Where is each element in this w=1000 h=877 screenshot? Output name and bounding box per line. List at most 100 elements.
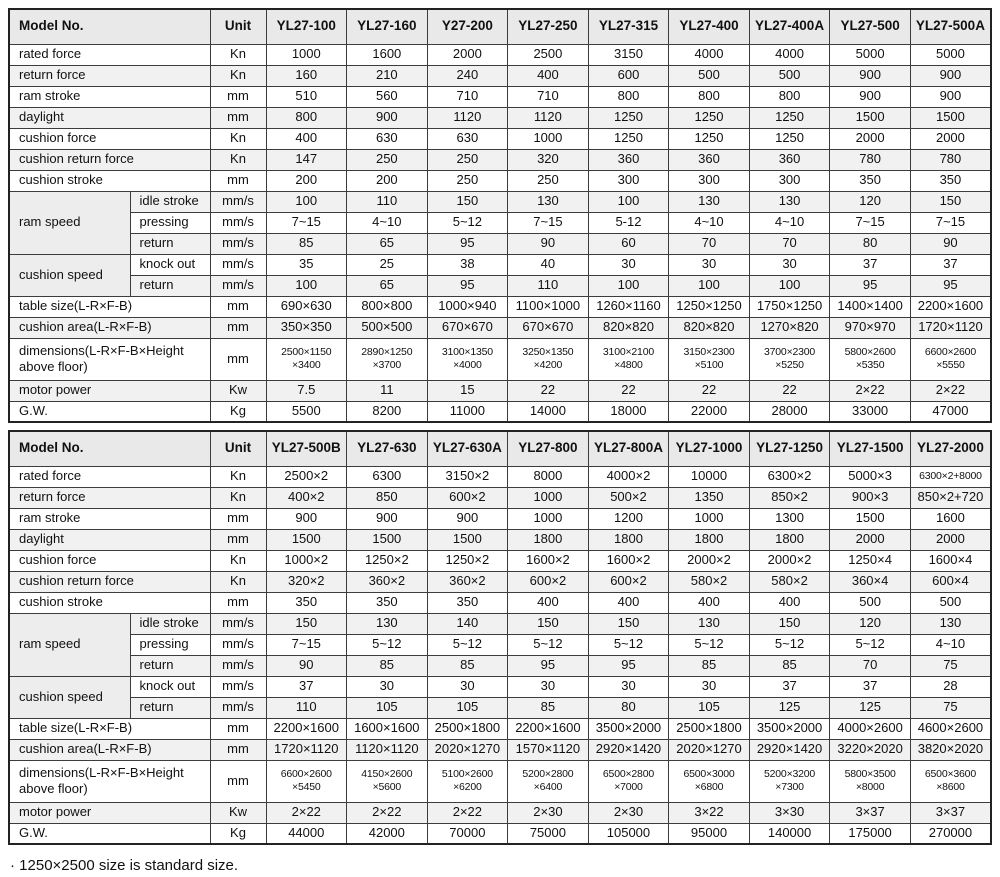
value-cell: 110 xyxy=(265,696,348,719)
value-cell: 3220×2020 xyxy=(829,738,911,761)
value-cell: 130 xyxy=(668,612,750,635)
value-cell: 2000×2 xyxy=(748,549,831,572)
unit-cell: Kn xyxy=(209,127,267,150)
value-cell: 360×2 xyxy=(346,570,428,593)
value-cell: 105 xyxy=(426,696,509,719)
row-label: cushion stroke xyxy=(8,169,211,192)
value-cell: 3500×2000 xyxy=(587,717,670,740)
table-row: return force Kn 400×2 850 600×2 1000 500×2 1350… xyxy=(8,486,992,509)
value-cell: 70 xyxy=(748,232,831,255)
value-cell: 6500×3000 ×6800 xyxy=(668,759,750,803)
spec-table-top-body: rated force Kn 1000 1600 2000 2500 3150 4000 400… xyxy=(8,43,992,423)
value-cell: 30 xyxy=(668,675,750,698)
row-label: rated force xyxy=(8,43,211,66)
value-cell: 2000 xyxy=(909,127,992,150)
value-cell: 4000 xyxy=(668,43,750,66)
column-header-model-no: YL27-400A xyxy=(748,8,831,45)
value-cell: 37 xyxy=(829,253,911,276)
value-cell: 150 xyxy=(426,190,509,213)
row-label: table size(L-R×F-B) xyxy=(8,295,211,318)
row-label: motor power xyxy=(8,379,211,402)
value-cell: 2200×1600 xyxy=(909,295,992,318)
table-row: cushion stroke mm 200 200 250 250 300 300 300 350… xyxy=(8,169,992,192)
value-cell: 35 xyxy=(265,253,348,276)
row-sub-label: knock out xyxy=(129,253,211,276)
value-cell: 2×22 xyxy=(909,379,992,402)
row-label: daylight xyxy=(8,528,211,551)
value-cell: 110 xyxy=(346,190,428,213)
value-cell: 1600×4 xyxy=(909,549,992,572)
value-cell: 850×2 xyxy=(748,486,831,509)
value-cell: 130 xyxy=(346,612,428,635)
table-row: rated force Kn 2500×2 6300 3150×2 8000 4000×2 1… xyxy=(8,465,992,488)
value-cell: 1250×2 xyxy=(426,549,509,572)
unit-cell: mm/s xyxy=(209,211,267,234)
value-cell: 22000 xyxy=(668,400,750,423)
value-cell: 105 xyxy=(668,696,750,719)
column-header-model-no: YL27-160 xyxy=(346,8,428,45)
value-cell: 147 xyxy=(265,148,348,171)
value-cell: 600×2 xyxy=(507,570,589,593)
value-cell: 5~12 xyxy=(587,633,670,656)
value-cell: 5~12 xyxy=(426,211,509,234)
value-cell: 85 xyxy=(668,654,750,677)
value-cell: 580×2 xyxy=(668,570,750,593)
unit-cell: mm xyxy=(209,738,267,761)
value-cell: 1000×2 xyxy=(265,549,348,572)
value-cell: 2×22 xyxy=(829,379,911,402)
value-cell: 780 xyxy=(829,148,911,171)
unit-cell: Kn xyxy=(209,570,267,593)
unit-cell: mm xyxy=(209,316,267,339)
value-cell: 400×2 xyxy=(265,486,348,509)
value-cell: 560 xyxy=(346,85,428,108)
value-cell: 900 xyxy=(346,106,428,129)
table-row: return mm/s 85 65 95 90 60 70 70 80 90 xyxy=(9,232,992,255)
value-cell: 7~15 xyxy=(265,633,348,656)
value-cell: 5800×3500 ×8000 xyxy=(829,759,911,803)
value-cell: 400 xyxy=(265,127,348,150)
value-cell: 4~10 xyxy=(748,211,831,234)
value-cell: 2×22 xyxy=(265,801,348,824)
value-cell: 65 xyxy=(346,232,428,255)
spec-table-bottom: Model No. Unit YL27-500B YL27-630 YL27-630A Y… xyxy=(8,430,992,845)
table-row: cushion area(L-R×F-B) mm 350×350 500×500 670… xyxy=(8,316,992,339)
value-cell: 70000 xyxy=(426,822,509,845)
value-cell: 30 xyxy=(668,253,750,276)
value-cell: 30 xyxy=(587,675,670,698)
value-cell: 60 xyxy=(587,232,670,255)
value-cell: 7~15 xyxy=(507,211,589,234)
value-cell: 1250 xyxy=(587,127,670,150)
value-cell: 1500 xyxy=(829,106,911,129)
value-cell: 510 xyxy=(265,85,348,108)
value-cell: 1250×4 xyxy=(829,549,911,572)
unit-cell: Kg xyxy=(209,400,267,423)
value-cell: 14000 xyxy=(507,400,589,423)
unit-cell: mm xyxy=(209,591,267,614)
value-cell: 2890×1250 ×3700 xyxy=(346,337,428,381)
value-cell: 3150×2300 ×5100 xyxy=(668,337,750,381)
row-label: cushion area(L-R×F-B) xyxy=(8,316,211,339)
value-cell: 3×37 xyxy=(909,801,992,824)
value-cell: 2500×1800 xyxy=(668,717,750,740)
table-row: G.W. Kg 5500 8200 11000 14000 18000 22000 28000 3… xyxy=(8,400,992,423)
value-cell: 320×2 xyxy=(265,570,348,593)
value-cell: 37 xyxy=(909,253,992,276)
value-cell: 11000 xyxy=(426,400,509,423)
row-group-label: cushion speed xyxy=(8,675,131,719)
table-row: dimensions(L-R×F-B×Height above floor) mm… xyxy=(8,337,992,381)
value-cell: 80 xyxy=(829,232,911,255)
value-cell: 150 xyxy=(587,612,670,635)
column-header-model-no: YL27-500B xyxy=(265,430,348,467)
row-label: dimensions(L-R×F-B×Height above floor) xyxy=(8,337,211,381)
value-cell: 360×4 xyxy=(829,570,911,593)
value-cell: 1000 xyxy=(507,507,589,530)
value-cell: 300 xyxy=(587,169,670,192)
value-cell: 200 xyxy=(265,169,348,192)
row-label: cushion return force xyxy=(8,570,211,593)
value-cell: 360 xyxy=(587,148,670,171)
unit-cell: Kn xyxy=(209,465,267,488)
value-cell: 4000 xyxy=(748,43,831,66)
spec-table-top: Model No. Unit YL27-100 YL27-160 Y27-200 YL27… xyxy=(8,8,992,423)
value-cell: 7~15 xyxy=(909,211,992,234)
value-cell: 2000 xyxy=(426,43,509,66)
